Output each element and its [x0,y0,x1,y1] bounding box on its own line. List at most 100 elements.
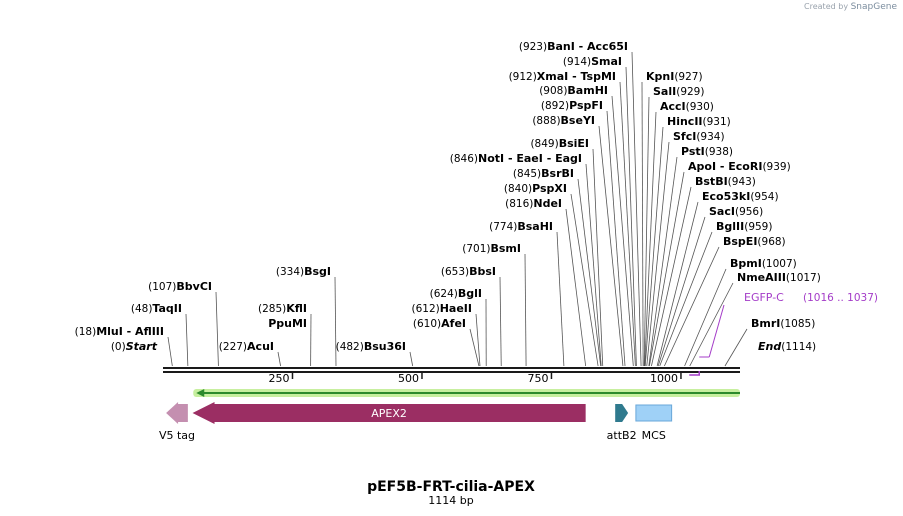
site-isoschizomer: - TspMI [568,70,616,83]
site-position: (956) [735,206,763,218]
site-name: PspXI [532,182,567,195]
site-name: BglI [458,287,482,300]
site-label-pspfi: (892)PspFI [541,99,603,112]
orf-arrowhead [196,389,205,397]
feature-v5-tag [166,402,188,424]
site-position: (774) [489,221,517,233]
site-name: ApoI [688,160,716,173]
site-isoschizomer: - EaeI [504,152,543,165]
leader-pspxi [570,193,599,367]
site-position: (334) [276,266,304,278]
snapgene-logo: SnapGene [850,2,897,12]
ruler-label-500: 500 [398,372,419,385]
leader-pspfi [606,110,626,367]
feature-label-v5-tag: V5 tag [159,429,195,442]
site-label-smai: (914)SmaI [563,55,622,68]
feature-label-apex2: APEX2 [371,407,407,420]
site-position: (888) [532,115,560,127]
backbone-bottom-strand [163,371,740,373]
site-position: (968) [757,236,785,248]
feature-label-mcs: MCS [642,429,666,442]
feature-mcs [635,404,673,422]
site-position: (959) [744,221,772,233]
leader-bsrbi [577,178,602,367]
site-name: SfcI [673,130,696,143]
site-name: HincII [667,115,703,128]
site-labels: (0)Start(18)MluI - AflIII(48)TaqII(107)B… [75,40,821,353]
snapgene-credit: Created by SnapGene [804,2,897,12]
site-label-bsgi: (334)BsgI [276,265,331,278]
site-position: (954) [750,191,778,203]
site-position: (285) [258,303,286,315]
site-label-sfci: SfcI(934) [673,130,725,143]
site-name: BglII [716,220,744,233]
site-name: BmrI [751,317,780,330]
site-label-bpmi: BpmI(1007) [730,257,797,270]
leader-noti [585,163,602,367]
leader-bamhi [611,95,634,367]
site-position: (1017) [786,272,821,284]
site-position: (610) [413,318,441,330]
site-name: NotI [478,152,504,165]
site-label-start: (0)Start [111,340,158,353]
site-name: BspEI [723,235,757,248]
site-label-bseyi: (888)BseYI [532,114,595,127]
site-isoschizomer: - EagI [543,152,582,165]
site-name: BsgI [304,265,331,278]
site-label-bsahi: (774)BsaHI [489,220,553,233]
site-position: (816) [505,198,533,210]
site-label-bmri: BmrI(1085) [751,317,815,330]
site-name: PstI [681,145,705,158]
site-label-bsu36i: (482)Bsu36I [336,340,406,353]
leader-bspei [664,246,720,367]
site-position: (653) [441,266,469,278]
site-name: SacI [709,205,735,218]
site-name: BamHI [567,84,608,97]
site-name: KflI [286,302,307,315]
site-name: PspFI [569,99,603,112]
site-isoschizomer: - Acc65I [575,40,628,53]
site-position: (930) [686,101,714,113]
primer-binding-mark [689,371,700,376]
leader-bsiei [592,148,604,367]
site-name: TaqII [152,302,182,315]
leader-bglii [659,231,713,367]
site-label-noti: (846)NotI - EaeI - EagI [450,152,582,165]
leader-acci [644,111,657,367]
site-position: (849) [530,138,558,150]
site-label-bspei: BspEI(968) [723,235,786,248]
site-label-psti: PstI(938) [681,145,733,158]
site-position: (908) [539,85,567,97]
site-position: (846) [450,153,478,165]
leader-bbsi [499,276,502,367]
site-name: BbsI [469,265,496,278]
map-length: 1114 bp [428,494,473,507]
primer-annotation: EGFP-C (1016 .. 1037) [689,291,878,376]
leader-xmai [619,81,636,367]
site-label-pspxi: (840)PspXI [504,182,567,195]
site-position: (939) [762,161,790,173]
leader-bsmi [524,253,527,367]
site-label-bgli: (624)BglI [430,287,482,300]
leader-apoi [648,171,685,367]
site-name: MluI [96,325,123,338]
site-label-bbvci: (107)BbvCI [148,280,212,293]
leader-bseyi [598,125,624,367]
sequence-backbone: 250 500 750 1000 [163,367,740,385]
primer-range: (1016 .. 1037) [803,292,878,304]
site-label-bsrbi: (845)BsrBI [513,167,574,180]
site-label-xmai: (912)XmaI - TspMI [509,70,616,83]
site-name: BbvCI [176,280,212,293]
leader-mlui [167,336,173,367]
backbone-top-strand [163,367,740,369]
site-position: (1007) [762,258,797,270]
site-label-end: End(1114) [758,340,816,353]
site-label-afei: (610)AfeI [413,317,466,330]
site-label-haeii: (612)HaeII [411,302,472,315]
leader-bsahi [556,231,565,367]
site-isoschizomer: - EcoRI [716,160,762,173]
ruler-label-250: 250 [268,372,289,385]
site-name: KpnI [646,70,674,83]
site-label-bstbi: BstBI(943) [695,175,756,188]
